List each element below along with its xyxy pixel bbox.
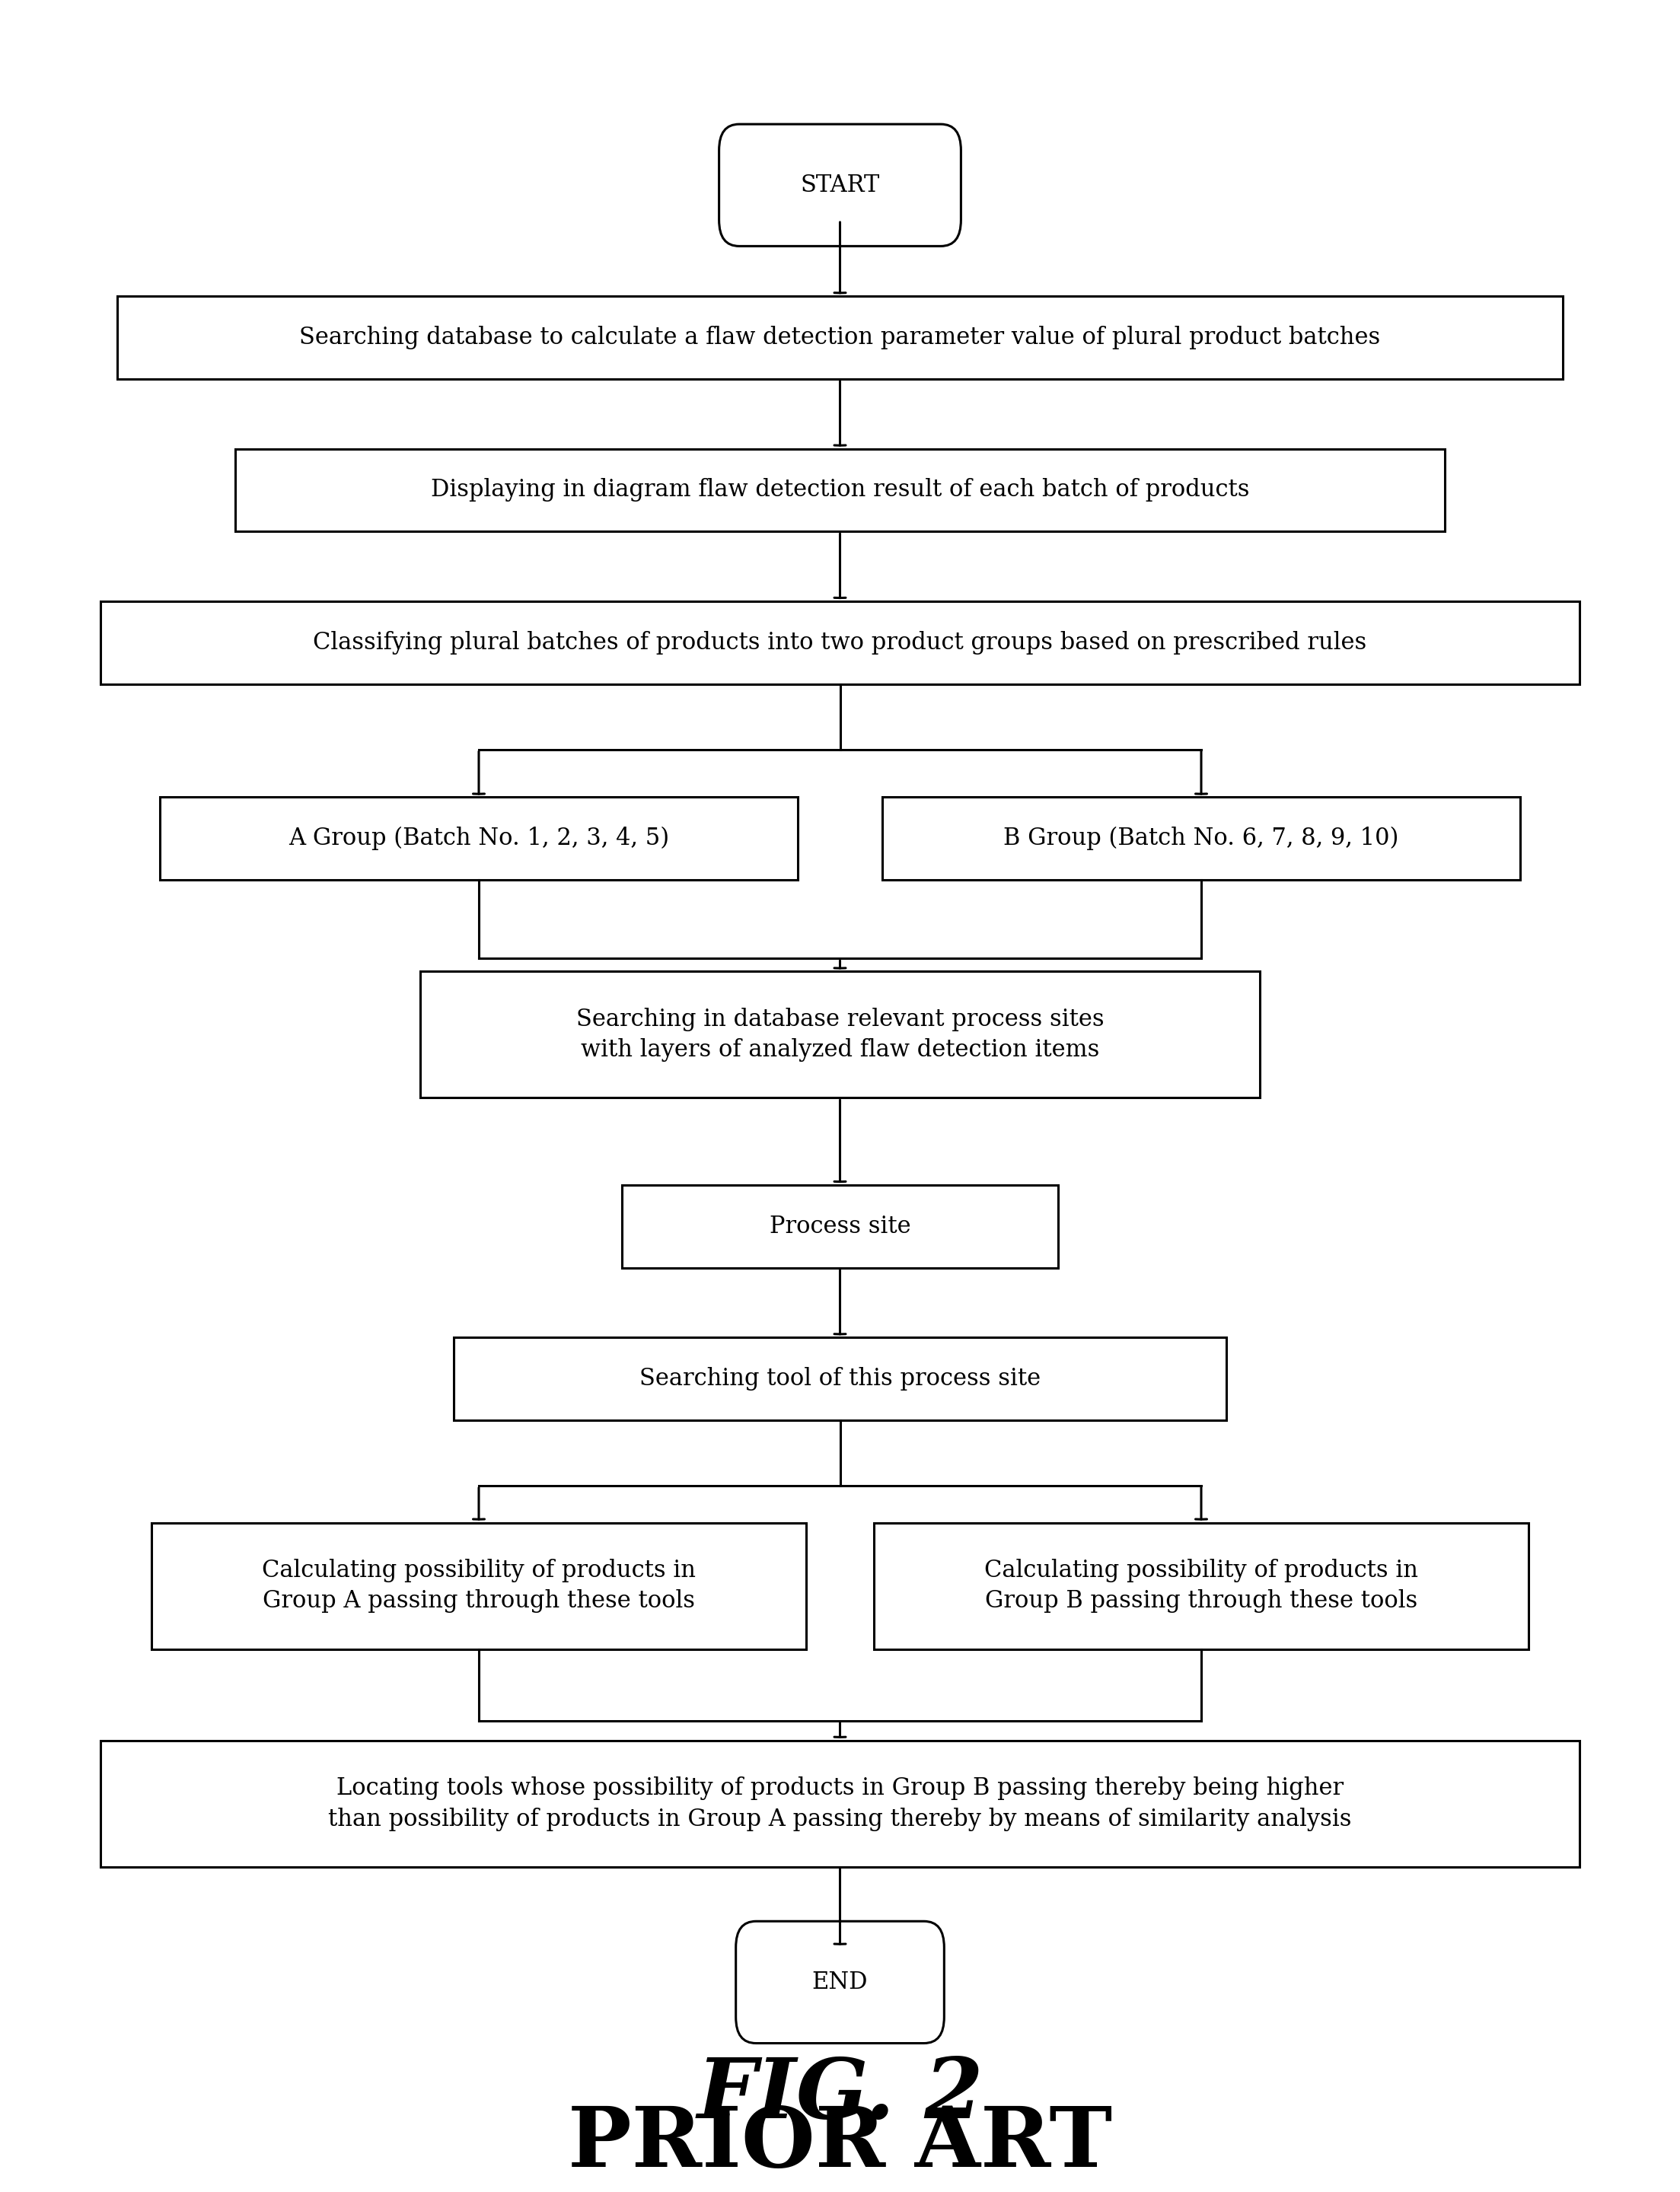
- Text: END: END: [811, 1971, 869, 1995]
- FancyBboxPatch shape: [101, 1740, 1579, 1868]
- Text: Locating tools whose possibility of products in Group B passing thereby being hi: Locating tools whose possibility of prod…: [328, 1776, 1352, 1830]
- FancyBboxPatch shape: [874, 1523, 1529, 1648]
- Text: Calculating possibility of products in
Group A passing through these tools: Calculating possibility of products in G…: [262, 1559, 696, 1613]
- Text: Calculating possibility of products in
Group B passing through these tools: Calculating possibility of products in G…: [984, 1559, 1418, 1613]
- FancyBboxPatch shape: [454, 1337, 1226, 1420]
- Text: FIG. 2: FIG. 2: [697, 2054, 983, 2137]
- FancyBboxPatch shape: [235, 449, 1445, 530]
- Text: Searching database to calculate a flaw detection parameter value of plural produ: Searching database to calculate a flaw d…: [299, 327, 1381, 349]
- Text: PRIOR ART: PRIOR ART: [568, 2102, 1112, 2183]
- FancyBboxPatch shape: [420, 971, 1260, 1098]
- Text: Searching in database relevant process sites
with layers of analyzed flaw detect: Searching in database relevant process s…: [576, 1008, 1104, 1061]
- FancyBboxPatch shape: [719, 125, 961, 246]
- Text: Searching tool of this process site: Searching tool of this process site: [640, 1368, 1040, 1390]
- FancyBboxPatch shape: [151, 1523, 806, 1648]
- FancyBboxPatch shape: [882, 798, 1520, 879]
- Text: Classifying plural batches of products into two product groups based on prescrib: Classifying plural batches of products i…: [312, 631, 1368, 655]
- FancyBboxPatch shape: [118, 296, 1562, 379]
- Text: Process site: Process site: [769, 1214, 911, 1238]
- Text: START: START: [800, 173, 880, 197]
- Text: A Group (Batch No. 1, 2, 3, 4, 5): A Group (Batch No. 1, 2, 3, 4, 5): [289, 826, 669, 850]
- FancyBboxPatch shape: [622, 1186, 1058, 1267]
- Text: Displaying in diagram flaw detection result of each batch of products: Displaying in diagram flaw detection res…: [430, 478, 1250, 502]
- Text: B Group (Batch No. 6, 7, 8, 9, 10): B Group (Batch No. 6, 7, 8, 9, 10): [1003, 826, 1399, 850]
- FancyBboxPatch shape: [160, 798, 798, 879]
- FancyBboxPatch shape: [736, 1920, 944, 2043]
- FancyBboxPatch shape: [101, 601, 1579, 684]
